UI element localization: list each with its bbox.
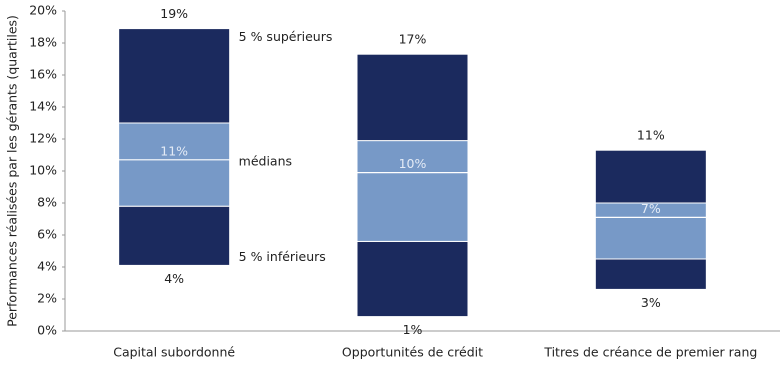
y-tick-label: 16% [29,67,57,82]
lower-box [594,258,707,290]
y-tick-label: 2% [37,291,57,306]
upper-box [118,28,231,124]
upper-box [356,53,469,142]
y-tick-label: 10% [29,163,57,178]
lower-box [356,240,469,318]
annotation: médians [239,153,292,168]
x-tick-label: Capital subordonné [113,345,235,360]
annotation: 5 % inférieurs [239,249,326,264]
y-tick-label: 20% [29,3,57,18]
y-tick-label: 0% [37,323,57,338]
median-label: 10% [399,156,427,171]
median-label: 11% [160,143,188,158]
low-label: 4% [164,271,184,286]
y-axis-label: Performances réalisées par les gérants (… [5,15,20,327]
y-tick-label: 6% [37,227,57,242]
y-tick-label: 8% [37,195,57,210]
y-tick-label: 14% [29,99,57,114]
high-label: 19% [160,6,188,21]
upper-box [594,149,707,204]
x-tick-label: Titres de créance de premier rang [543,345,757,360]
median-label: 7% [641,201,661,216]
y-tick-label: 18% [29,35,57,50]
y-tick-label: 4% [37,259,57,274]
middle-box [594,202,707,260]
annotation: 5 % supérieurs [239,29,333,44]
lower-box [118,205,231,266]
low-label: 3% [641,295,661,310]
middle-box [356,140,469,242]
low-label: 1% [403,322,423,337]
y-tick-label: 12% [29,131,57,146]
high-label: 11% [637,128,665,143]
middle-box [118,122,231,207]
high-label: 17% [399,32,427,47]
x-tick-label: Opportunités de crédit [342,345,483,360]
